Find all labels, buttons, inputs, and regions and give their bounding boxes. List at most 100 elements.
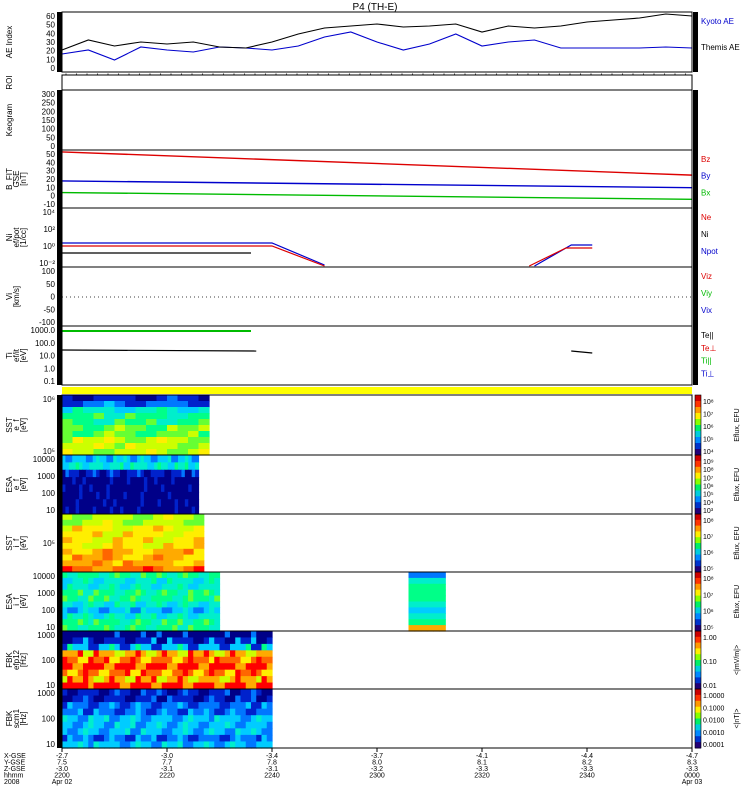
- esa-i-cell: [433, 601, 440, 608]
- esa-e-cell: [178, 469, 183, 478]
- fbk-b-cell: [146, 695, 152, 703]
- xaxis-tick-label: -3.3: [476, 766, 488, 773]
- fbk-b-cell: [156, 728, 163, 736]
- legend-bfit: Bz: [701, 155, 710, 164]
- fbk-b-cell: [88, 728, 95, 736]
- esa-i-cell: [130, 577, 137, 585]
- fbk-e-cell: [62, 631, 68, 639]
- fbk-e-cell: [161, 637, 168, 645]
- fbk-b-cell: [135, 734, 142, 743]
- esa-i-cell: [156, 583, 163, 591]
- esa-e-cell: [150, 484, 155, 493]
- fbk-e-cell: [67, 650, 74, 658]
- fbk-e-cell: [203, 631, 210, 639]
- panel-ytick-ni: 10⁰: [43, 242, 55, 251]
- fbk-e-cell: [235, 676, 242, 684]
- xaxis-row-label: 2008: [4, 779, 20, 786]
- colorbar-esa-e: [695, 508, 701, 515]
- esa-i-cell: [88, 583, 95, 591]
- fbk-e-cell: [93, 637, 100, 645]
- esa-e-cell: [62, 499, 67, 508]
- esa-i-cell: [161, 601, 168, 608]
- fbk-e-cell: [167, 650, 173, 658]
- esa-e-cell: [160, 484, 165, 493]
- fbk-e-cell: [146, 663, 152, 671]
- esa-i-cell: [125, 619, 131, 626]
- panel-left-bar-ae: [57, 12, 62, 72]
- fbk-b-cell: [188, 695, 194, 703]
- esa-i-cell: [151, 601, 158, 608]
- panel-ytick-keogram: 150: [42, 116, 56, 125]
- esa-i-cell: [414, 572, 422, 579]
- fbk-e-cell: [203, 656, 210, 664]
- fbk-b-cell: [219, 721, 226, 729]
- esa-e-cell: [157, 499, 162, 508]
- sst-e-cell: [167, 407, 179, 414]
- xaxis-tick-label: -4.1: [476, 753, 488, 760]
- fbk-b-cell: [62, 708, 68, 716]
- esa-e-cell: [154, 499, 159, 508]
- fbk-b-cell: [167, 708, 173, 716]
- esa-i-cell: [193, 625, 200, 632]
- roi-dot: [327, 73, 330, 75]
- esa-e-cell: [79, 469, 84, 478]
- panel-ylabel-sst-i: [eV]: [19, 536, 28, 550]
- esa-i-cell: [114, 595, 121, 603]
- sst-i-cell: [62, 519, 73, 527]
- esa-e-cell: [109, 477, 114, 486]
- fbk-b-cell: [167, 741, 173, 749]
- sst-i-cell: [132, 554, 144, 561]
- esa-i-cell: [172, 595, 179, 603]
- esa-i-cell: [156, 577, 163, 585]
- esa-i-cell: [72, 613, 79, 620]
- fbk-e-cell: [209, 669, 215, 677]
- panel-right-bar-keogram: [693, 90, 698, 150]
- sst-i-cell: [82, 537, 93, 544]
- xaxis-row-label: Z-GSE: [4, 766, 26, 773]
- esa-i-cell: [125, 589, 131, 597]
- sst-e-cell: [72, 419, 84, 426]
- esa-i-cell: [172, 601, 179, 608]
- esa-i-cell: [188, 589, 194, 597]
- sst-i-cell: [132, 514, 144, 521]
- roi-dot: [159, 73, 162, 75]
- esa-e-cell: [62, 469, 67, 478]
- colorbar-fbk-e: [695, 677, 701, 684]
- panel-ytick-esa-i: 100: [42, 606, 56, 615]
- sst-i-cell: [62, 531, 73, 538]
- esa-i-cell: [98, 607, 105, 614]
- panel-ylabel-esa-e: ESA: [5, 476, 14, 493]
- sst-i-cell: [92, 514, 104, 521]
- esa-e-cell: [174, 455, 179, 463]
- esa-i-cell: [414, 613, 422, 620]
- fbk-b-cell: [151, 689, 158, 697]
- xaxis-tick-label: 8.3: [687, 760, 697, 767]
- esa-e-cell: [72, 499, 77, 508]
- esa-i-cell: [188, 595, 194, 603]
- legend-ti: Te⊥: [701, 344, 716, 353]
- esa-e-cell: [178, 491, 183, 500]
- sst-e-cell: [104, 395, 116, 402]
- fbk-b-cell: [104, 741, 110, 749]
- fbk-e-cell: [114, 650, 121, 658]
- fbk-e-cell: [67, 682, 74, 690]
- esa-i-cell: [177, 589, 184, 597]
- sst-i-cell: [183, 537, 195, 544]
- fbk-e-cell: [214, 631, 221, 639]
- fbk-e-cell: [130, 682, 137, 690]
- sst-e-cell: [198, 431, 210, 438]
- sst-i-cell: [92, 537, 104, 544]
- fbk-e-cell: [172, 682, 179, 690]
- fbk-b-cell: [266, 708, 273, 716]
- fbk-e-cell: [156, 643, 163, 651]
- fbk-b-cell: [182, 734, 189, 743]
- esa-i-cell: [161, 625, 168, 632]
- esa-i-cell: [420, 619, 428, 626]
- xaxis-tick-label: -3.0: [161, 753, 173, 760]
- fbk-e-cell: [135, 643, 142, 651]
- fbk-e-cell: [161, 631, 168, 639]
- fbk-e-cell: [224, 637, 231, 645]
- sst-i-cell: [173, 566, 185, 573]
- fbk-b-cell: [140, 728, 147, 736]
- esa-e-cell: [154, 491, 159, 500]
